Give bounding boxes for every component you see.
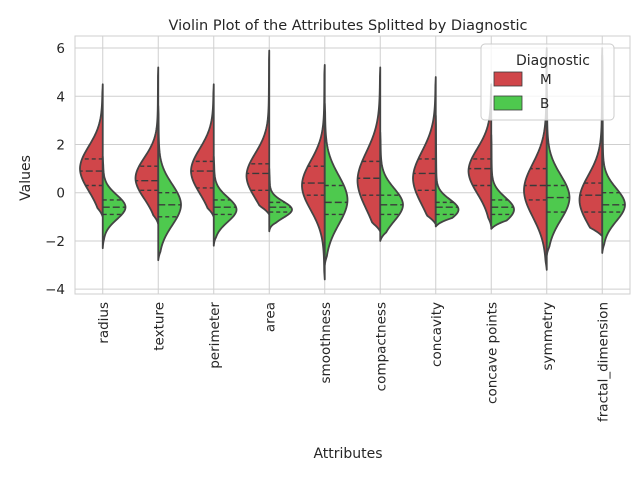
violin-half-m <box>412 76 437 225</box>
x-tick-label: perimeter <box>207 302 223 369</box>
x-tick-label: fractal_dimension <box>595 302 611 422</box>
y-tick-label: 0 <box>56 186 65 202</box>
y-tick-label: −4 <box>45 282 65 298</box>
x-tick-label: texture <box>151 302 167 351</box>
violin-half-b <box>101 155 127 250</box>
y-tick-label: 6 <box>56 41 65 57</box>
violin-half-m <box>301 64 326 281</box>
y-tick-label: −2 <box>45 234 65 250</box>
violin-half-b <box>434 114 460 228</box>
legend-swatch-m <box>493 71 523 87</box>
x-axis-label: Attributes <box>313 446 382 462</box>
violin-half-m <box>356 66 382 233</box>
x-tick-label: compactness <box>373 302 389 391</box>
x-tick-label: concavity <box>429 302 445 367</box>
legend-label-b: B <box>540 96 549 112</box>
x-tick-label: symmetry <box>540 302 556 370</box>
violin-half-b <box>157 105 182 262</box>
violin-half-m <box>190 83 215 218</box>
x-tick-label: smoothness <box>318 302 334 383</box>
legend-label-m: M <box>540 72 552 88</box>
y-tick-label: 4 <box>56 89 65 105</box>
violin-half-b <box>323 102 349 266</box>
violin-half-m <box>79 83 104 218</box>
legend-title: Diagnostic <box>516 53 590 69</box>
y-axis-label: Values <box>18 155 34 201</box>
legend: Diagnostic M B <box>480 43 615 121</box>
violin-half-b <box>268 167 293 233</box>
violin-half-b <box>212 155 238 247</box>
x-tick-label: radius <box>96 302 112 344</box>
y-tick-label: 2 <box>56 138 65 154</box>
plot-frame <box>74 35 631 295</box>
chart-title: Violin Plot of the Attributes Splitted b… <box>168 18 527 34</box>
x-tick-label: area <box>262 302 278 332</box>
x-tick-label: concave points <box>484 302 500 404</box>
legend-swatch-b <box>493 95 523 111</box>
violin-half-b <box>490 133 515 230</box>
violin-half-m <box>134 66 160 225</box>
